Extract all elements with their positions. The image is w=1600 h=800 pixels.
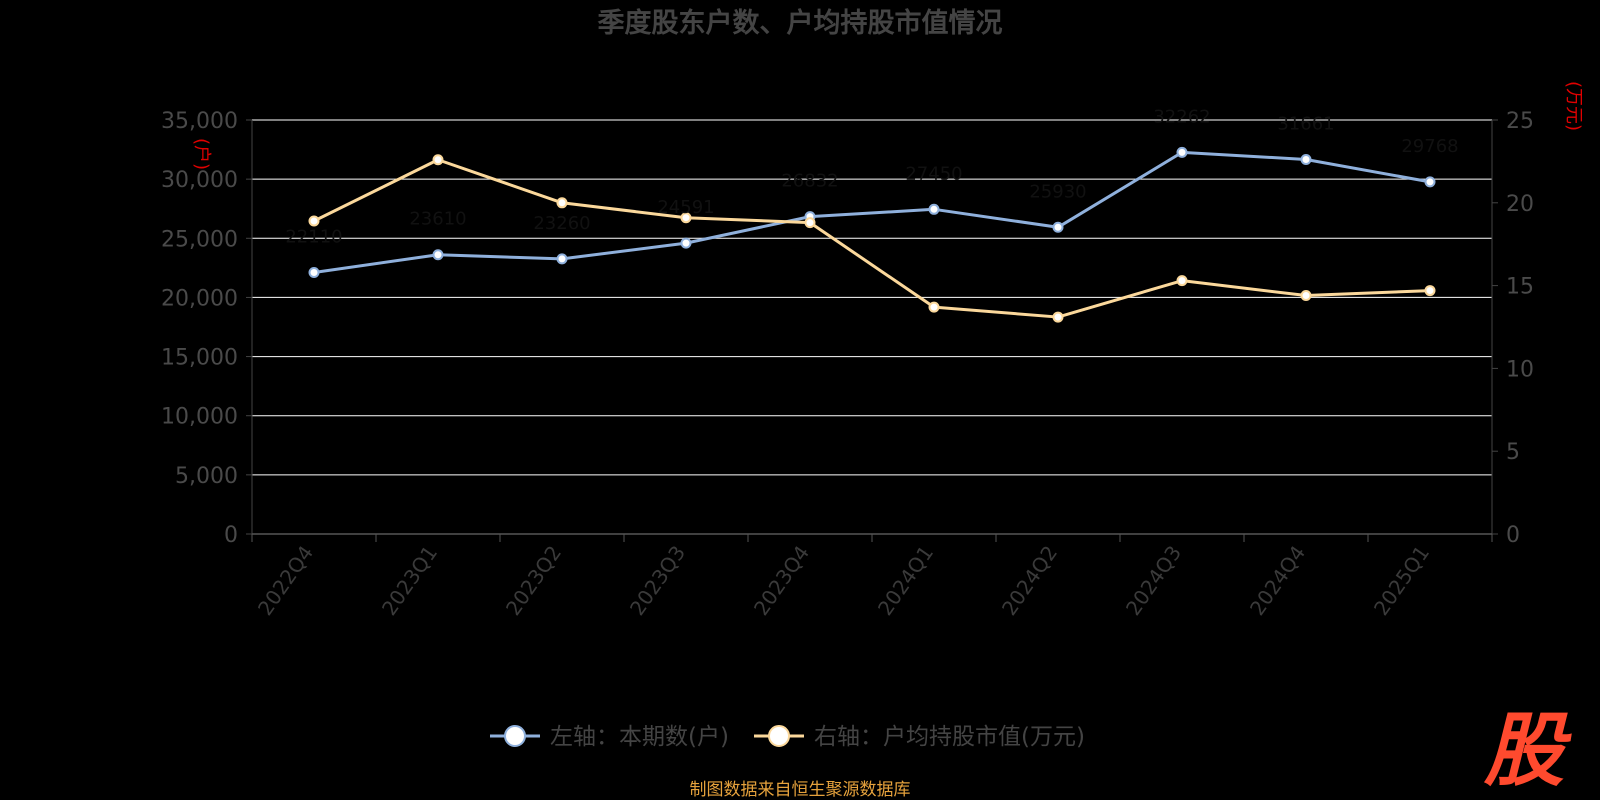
data-point[interactable] xyxy=(804,217,816,229)
axes: 0 5,000 10,000 15,000 20,000 25,000 30,000 35,0… xyxy=(161,109,1534,620)
legend[interactable]: 左轴：本期数(户) 右轴：户均持股市值(万元) xyxy=(490,724,1085,750)
left-tick-label: 10,000 xyxy=(161,405,238,430)
left-tick-label: 35,000 xyxy=(161,109,238,134)
data-label: 23260 xyxy=(533,213,590,234)
data-label: 31661 xyxy=(1277,113,1334,134)
x-tick-label: 2025Q1 xyxy=(1369,541,1434,620)
data-label: 22110 xyxy=(285,226,342,247)
x-tick-label: 2024Q2 xyxy=(997,541,1062,620)
right-tick-label: 0 xyxy=(1506,523,1520,548)
right-tick-label: 20 xyxy=(1506,192,1534,217)
data-point[interactable] xyxy=(556,197,568,209)
data-label: 25930 xyxy=(1029,181,1086,202)
left-axis-unit: (户) xyxy=(191,138,212,170)
left-tick-label: 5,000 xyxy=(175,464,238,489)
x-tick-label: 2023Q3 xyxy=(625,541,690,620)
data-point[interactable] xyxy=(680,212,692,224)
data-point[interactable] xyxy=(1176,146,1188,158)
data-point[interactable] xyxy=(1052,221,1064,233)
data-label: 26832 xyxy=(781,171,838,192)
legend-marker-households xyxy=(504,725,526,747)
legend-label-households: 左轴：本期数(户) xyxy=(550,724,729,750)
x-tick-label: 2022Q4 xyxy=(253,541,318,620)
data-label: 24591 xyxy=(657,197,714,218)
data-label: 23610 xyxy=(409,209,466,230)
data-point[interactable] xyxy=(556,253,568,265)
data-point[interactable] xyxy=(308,266,320,278)
chart-title: 季度股东户数、户均持股市值情况 xyxy=(598,7,1003,39)
x-tick-label: 2024Q3 xyxy=(1121,541,1186,620)
data-point[interactable] xyxy=(1300,153,1312,165)
right-axis-unit: (万元) xyxy=(1563,81,1584,131)
data-point[interactable] xyxy=(1052,311,1064,323)
data-label: 27450 xyxy=(905,163,962,184)
right-tick-label: 5 xyxy=(1506,440,1520,465)
data-point[interactable] xyxy=(928,301,940,313)
data-point[interactable] xyxy=(1300,290,1312,302)
x-tick-label: 2023Q4 xyxy=(749,541,814,620)
legend-item-avg-value[interactable]: 右轴：户均持股市值(万元) xyxy=(754,724,1085,750)
data-point[interactable] xyxy=(308,215,320,227)
series-line-0 xyxy=(313,150,1431,274)
legend-item-households[interactable]: 左轴：本期数(户) xyxy=(490,724,729,750)
right-tick-label: 25 xyxy=(1506,109,1534,134)
left-tick-label: 20,000 xyxy=(161,286,238,311)
data-point[interactable] xyxy=(928,203,940,215)
grid-lines xyxy=(252,119,1492,476)
left-tick-label: 0 xyxy=(224,523,238,548)
data-label: 29768 xyxy=(1401,136,1458,157)
data-point[interactable] xyxy=(1424,285,1436,297)
data-point[interactable] xyxy=(680,237,692,249)
data-point[interactable] xyxy=(432,154,444,166)
legend-label-avg-value: 右轴：户均持股市值(万元) xyxy=(814,724,1085,750)
x-tick-label: 2024Q4 xyxy=(1245,541,1310,620)
right-tick-label: 10 xyxy=(1506,357,1534,382)
data-point[interactable] xyxy=(1176,275,1188,287)
data-point[interactable] xyxy=(432,249,444,261)
left-tick-label: 15,000 xyxy=(161,346,238,371)
logo: 股 xyxy=(1483,704,1572,797)
x-tick-label: 2023Q1 xyxy=(377,541,442,620)
right-tick-label: 15 xyxy=(1506,275,1534,300)
left-tick-label: 30,000 xyxy=(161,168,238,193)
data-label: 32262 xyxy=(1153,106,1210,127)
left-tick-label: 25,000 xyxy=(161,227,238,252)
legend-marker-avg-value xyxy=(768,725,790,747)
x-tick-label: 2024Q1 xyxy=(873,541,938,620)
series-line-1 xyxy=(313,158,1431,319)
source-note: 制图数据来自恒生聚源数据库 xyxy=(690,780,911,800)
x-tick-label: 2023Q2 xyxy=(501,541,566,620)
data-point[interactable] xyxy=(1424,176,1436,188)
series-lines: 22110 23610 23260 24591 26832 27450 25930 32262… xyxy=(285,106,1459,323)
